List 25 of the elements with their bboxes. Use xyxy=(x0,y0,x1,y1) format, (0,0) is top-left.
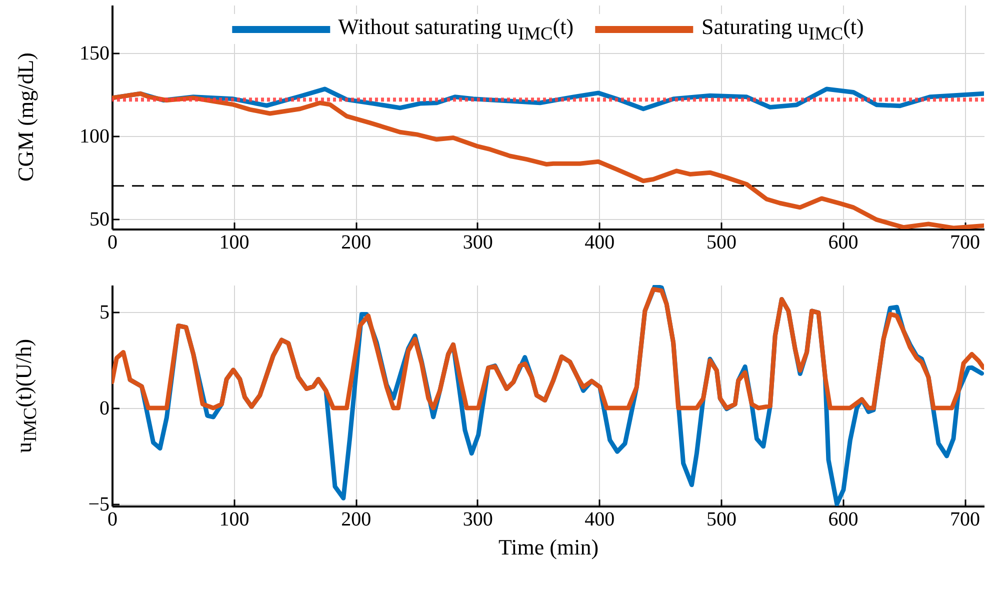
x-tick-label: 700 xyxy=(950,508,980,530)
x-tick-label: 600 xyxy=(828,232,858,254)
x-tick-label: 400 xyxy=(584,508,615,530)
y-tick-label: 150 xyxy=(80,42,110,65)
x-tick-label: 100 xyxy=(219,232,250,254)
y-axis-title: CGM (mg/dL) xyxy=(13,52,39,182)
x-tick-label: 300 xyxy=(462,232,493,254)
legend-label: Saturating u$_{IMC}$(t) xyxy=(702,14,864,44)
x-tick-label: 700 xyxy=(950,232,980,254)
x-tick-label: 200 xyxy=(341,508,372,530)
x-tick-label: 200 xyxy=(341,232,372,254)
x-tick-label: 500 xyxy=(706,232,736,254)
x-tick-label: 600 xyxy=(828,508,858,530)
x-tick-label: 500 xyxy=(706,508,736,530)
x-tick-label: 400 xyxy=(584,232,615,254)
x-axis-title: Time (min) xyxy=(498,534,599,560)
y-tick-label: 0 xyxy=(100,397,110,420)
y-tick-label: 50 xyxy=(90,208,110,231)
y-tick-label: 5 xyxy=(100,301,110,324)
y-tick-label: −5 xyxy=(88,494,110,516)
line-series xyxy=(112,286,984,410)
y-tick-label: 100 xyxy=(80,126,110,148)
x-tick-label: 100 xyxy=(219,508,250,530)
x-tick-label: 300 xyxy=(462,508,493,530)
legend-label: Without saturating u$_{IMC}$(t) xyxy=(338,14,574,44)
